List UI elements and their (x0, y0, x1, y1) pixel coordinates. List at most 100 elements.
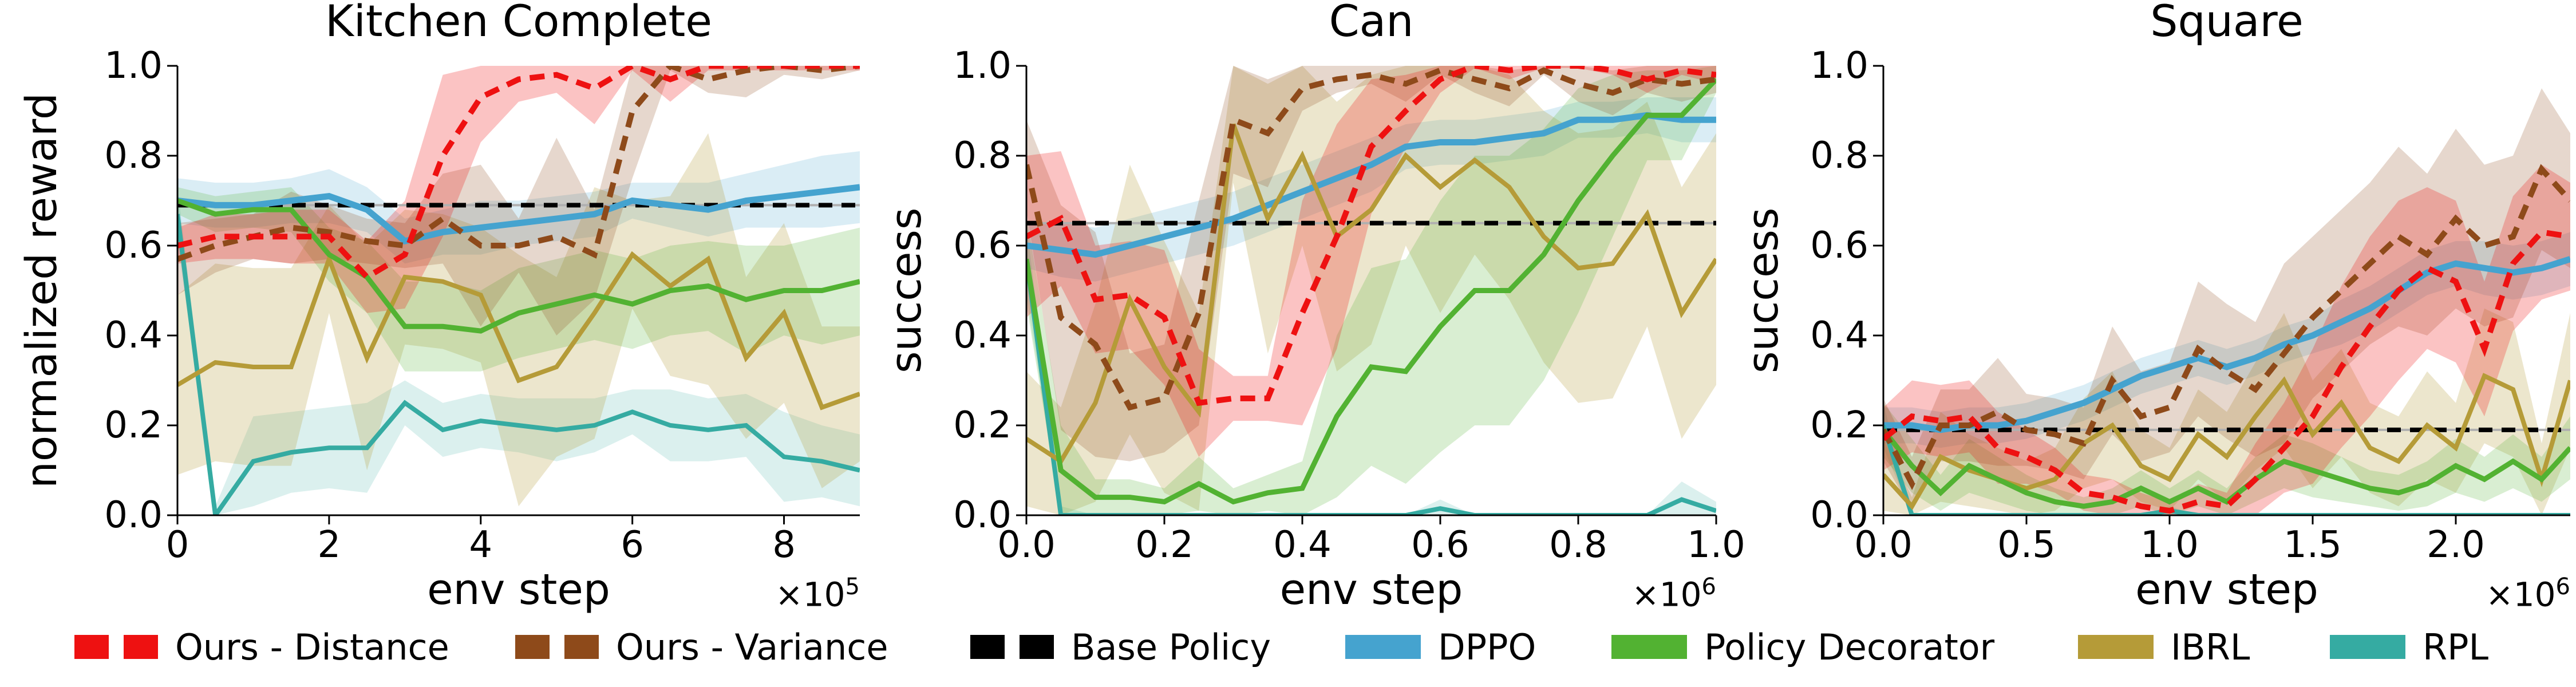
y-tick-label: 0.6 (953, 224, 1012, 267)
ibrl-line-icon (2078, 635, 2154, 659)
panel-title-can: Can (1329, 0, 1414, 46)
x-tick-label: 0.6 (1411, 524, 1469, 566)
y-tick-label: 1.0 (1810, 45, 1868, 87)
y-tick-label: 0.8 (104, 135, 163, 177)
legend-dash-segment (970, 635, 1005, 659)
x-tick-label: 1.5 (2283, 524, 2342, 566)
ours_dist-line (1026, 66, 1716, 406)
ours_dist-line (177, 66, 860, 281)
x-axis-offset-2: ×106 (1544, 564, 1716, 617)
y-tick-label: 1.0 (953, 45, 1012, 87)
y-tick-label: 0.8 (953, 135, 1012, 177)
y-tick-label: 0.4 (953, 314, 1012, 357)
ours_dist-line (1883, 229, 2570, 514)
pd-confidence-band (1026, 66, 1716, 515)
y-tick-label: 0.4 (1810, 314, 1868, 357)
legend-item-base-policy: Base Policy (970, 619, 1271, 674)
y-tick-label: 0.2 (104, 404, 163, 447)
ibrl-line (1026, 123, 1716, 465)
y-tick-label: 0.4 (104, 314, 163, 357)
dppo-line-icon (1345, 635, 1421, 659)
rpl-line-icon (2330, 635, 2405, 659)
ours_dist-confidence-band (1883, 164, 2570, 515)
panel-title-kitchen-complete: Kitchen Complete (325, 0, 713, 46)
legend-line-segment (1345, 635, 1421, 659)
legend-item-ibrl: IBRL (2078, 619, 2250, 674)
legend-dash-segment (564, 635, 599, 659)
legend-line-segment (1611, 635, 1687, 659)
offset-base-3: ×10 (2486, 575, 2556, 614)
y-axis-label-normalized-reward: normalized reward (17, 93, 66, 489)
ours_dist-confidence-band (1026, 66, 1716, 457)
ours-variance-dashed-line-icon (515, 635, 599, 659)
dppo-line (1883, 256, 2570, 433)
ours_var-line (177, 66, 860, 262)
legend-item-dppo: DPPO (1345, 619, 1536, 674)
ibrl-confidence-band (177, 133, 860, 507)
x-tick-label: 2 (317, 524, 341, 566)
x-tick-label: 0.4 (1273, 524, 1332, 566)
offset-exponent-2: 6 (1701, 574, 1716, 600)
offset-exponent-3: 6 (2555, 574, 2570, 600)
plot-area-1 (1016, 65, 1717, 524)
x-tick-label: 2.0 (2427, 524, 2485, 566)
x-tick-label: 0.0 (997, 524, 1056, 566)
legend-item-policy-decorator: Policy Decorator (1611, 619, 1994, 674)
legend-line-segment (2330, 635, 2405, 659)
x-axis-label-env-step-3: env step (2135, 565, 2318, 614)
pd-line (1026, 77, 1716, 505)
legend-label: Ours - Distance (175, 626, 449, 668)
legend-line-segment (2078, 635, 2154, 659)
legend-item-rpl: RPL (2330, 619, 2488, 674)
y-tick-label: 0.6 (1810, 224, 1868, 267)
y-tick-label: 0.0 (104, 494, 163, 536)
y-tick-label: 0.0 (953, 494, 1012, 536)
policy-decorator-line-icon (1611, 635, 1687, 659)
x-tick-label: 0 (165, 524, 189, 566)
legend-dash-segment (515, 635, 550, 659)
pd-line (1883, 428, 2570, 509)
ours-distance-dashed-line-icon (74, 635, 158, 659)
legend-label: Base Policy (1071, 626, 1271, 668)
plot-area-0 (167, 65, 860, 524)
y-tick-label: 0.2 (953, 404, 1012, 447)
x-axis-label-env-step-1: env step (427, 565, 610, 614)
y-tick-label: 0.6 (104, 224, 163, 267)
x-tick-label: 1.0 (2140, 524, 2199, 566)
x-tick-label: 6 (621, 524, 645, 566)
x-axis-offset-1: ×105 (688, 564, 860, 617)
ours_var-line (1883, 164, 2570, 491)
legend-dash-segment (1020, 635, 1054, 659)
x-tick-label: 0.5 (1997, 524, 2056, 566)
offset-base-1: ×10 (775, 575, 846, 614)
y-tick-label: 1.0 (104, 45, 163, 87)
x-axis-label-env-step-2: env step (1279, 565, 1463, 614)
dppo-confidence-band (1883, 232, 2570, 448)
dppo-confidence-band (1026, 97, 1716, 282)
legend-item-ours-variance: Ours - Variance (515, 619, 888, 674)
x-axis-offset-3: ×106 (2399, 564, 2570, 617)
offset-base-2: ×10 (1631, 575, 1702, 614)
legend-label: Policy Decorator (1704, 626, 1995, 668)
y-tick-label: 0.0 (1810, 494, 1868, 536)
ibrl-line (177, 251, 860, 410)
rpl-line (177, 214, 860, 515)
x-tick-label: 4 (469, 524, 493, 566)
legend-item-ours-distance: Ours - Distance (74, 619, 449, 674)
pd-line (177, 198, 860, 334)
legend-label: DPPO (1438, 626, 1536, 668)
plot-area-2 (1873, 65, 2570, 524)
pd-confidence-band (177, 187, 860, 372)
y-tick-label: 0.2 (1810, 404, 1868, 447)
x-tick-label: 8 (772, 524, 796, 566)
ours_var-confidence-band (1026, 66, 1716, 461)
legend-label: RPL (2423, 626, 2489, 668)
ours_dist-confidence-band (177, 66, 860, 313)
legend-label: Ours - Variance (616, 626, 888, 668)
x-tick-label: 0.0 (1854, 524, 1913, 566)
legend-dash-segment (74, 635, 109, 659)
base-policy-dashed-line-icon (970, 635, 1054, 659)
pd-confidence-band (1883, 402, 2570, 515)
offset-exponent-1: 5 (845, 574, 860, 600)
